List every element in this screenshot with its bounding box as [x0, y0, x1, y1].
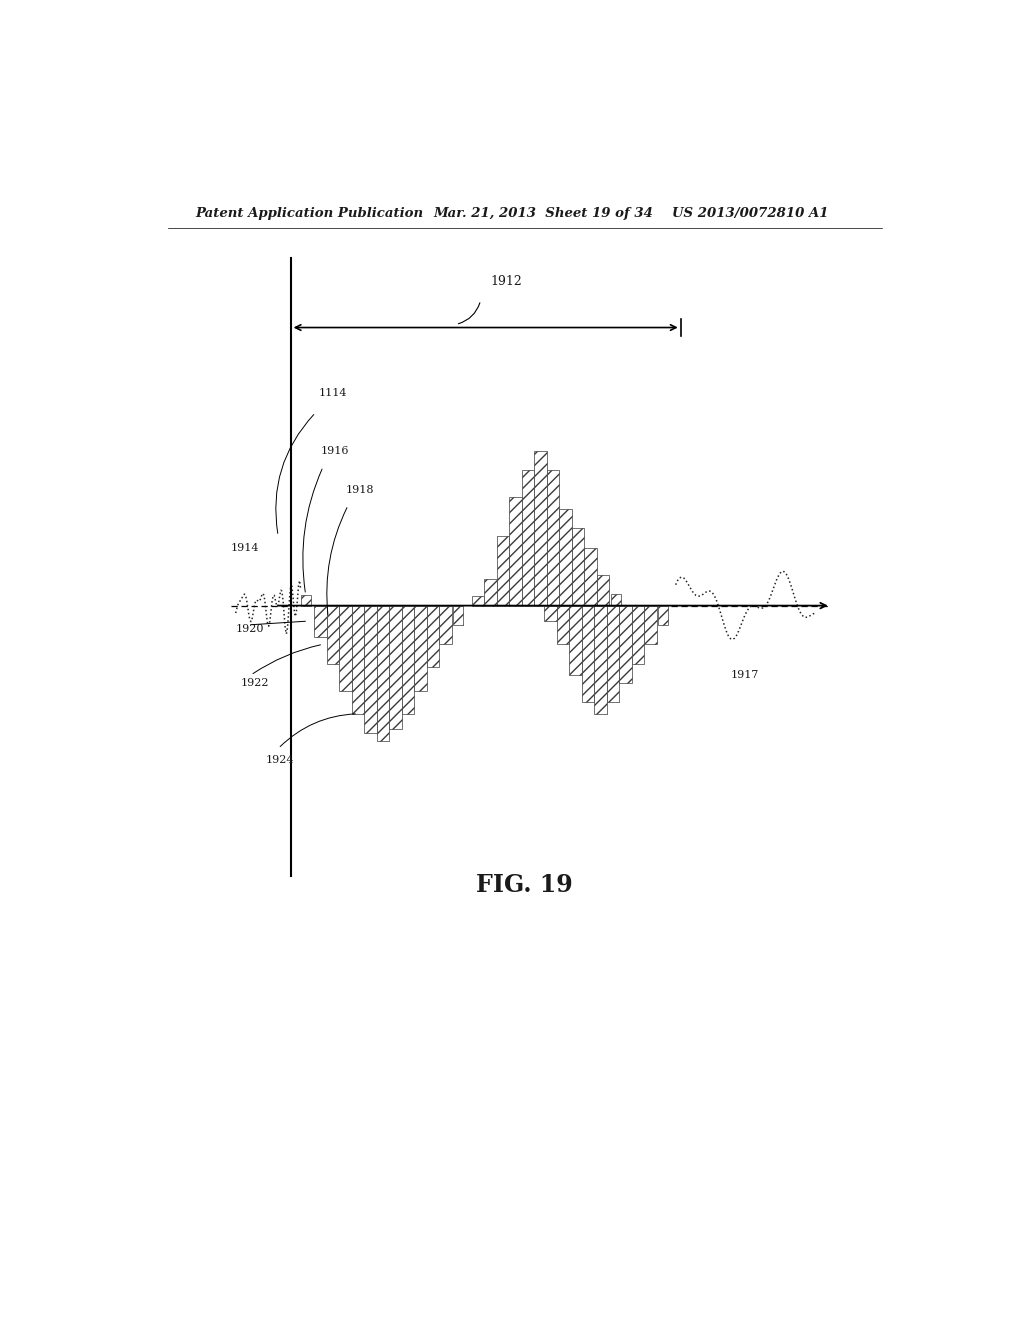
- Bar: [607, 606, 620, 702]
- Bar: [415, 606, 427, 690]
- Text: Patent Application Publication: Patent Application Publication: [196, 207, 424, 220]
- Bar: [301, 595, 310, 606]
- Text: 1912: 1912: [490, 276, 522, 288]
- Bar: [484, 578, 497, 606]
- Bar: [620, 606, 632, 682]
- Bar: [439, 606, 452, 644]
- Text: 1916: 1916: [321, 446, 349, 457]
- Bar: [454, 606, 463, 624]
- Bar: [572, 528, 585, 606]
- Text: 1922: 1922: [241, 678, 269, 688]
- Bar: [644, 606, 657, 644]
- Bar: [632, 606, 644, 664]
- Bar: [377, 606, 389, 741]
- Bar: [582, 606, 594, 702]
- Bar: [522, 470, 535, 606]
- Text: 1918: 1918: [346, 484, 374, 495]
- Bar: [509, 498, 522, 606]
- Text: FIG. 19: FIG. 19: [476, 873, 573, 898]
- Bar: [314, 606, 327, 636]
- Bar: [559, 510, 572, 606]
- Bar: [352, 606, 365, 714]
- Bar: [365, 606, 377, 733]
- Bar: [594, 606, 607, 714]
- Bar: [585, 548, 597, 606]
- Bar: [547, 470, 559, 606]
- Bar: [389, 606, 402, 729]
- Text: 1920: 1920: [236, 624, 264, 634]
- Bar: [327, 606, 339, 664]
- Bar: [402, 606, 415, 714]
- Bar: [597, 574, 609, 606]
- Bar: [339, 606, 352, 690]
- Text: US 2013/0072810 A1: US 2013/0072810 A1: [672, 207, 828, 220]
- Text: 1914: 1914: [230, 543, 259, 553]
- Text: 1924: 1924: [265, 755, 294, 766]
- Bar: [545, 606, 557, 622]
- Bar: [557, 606, 569, 644]
- Bar: [569, 606, 582, 675]
- Bar: [535, 451, 547, 606]
- Bar: [658, 606, 669, 624]
- Text: 1114: 1114: [318, 388, 347, 399]
- Text: 1917: 1917: [731, 671, 759, 680]
- Bar: [472, 595, 484, 606]
- Bar: [427, 606, 439, 668]
- Bar: [497, 536, 509, 606]
- Bar: [610, 594, 621, 606]
- Text: Mar. 21, 2013  Sheet 19 of 34: Mar. 21, 2013 Sheet 19 of 34: [433, 207, 653, 220]
